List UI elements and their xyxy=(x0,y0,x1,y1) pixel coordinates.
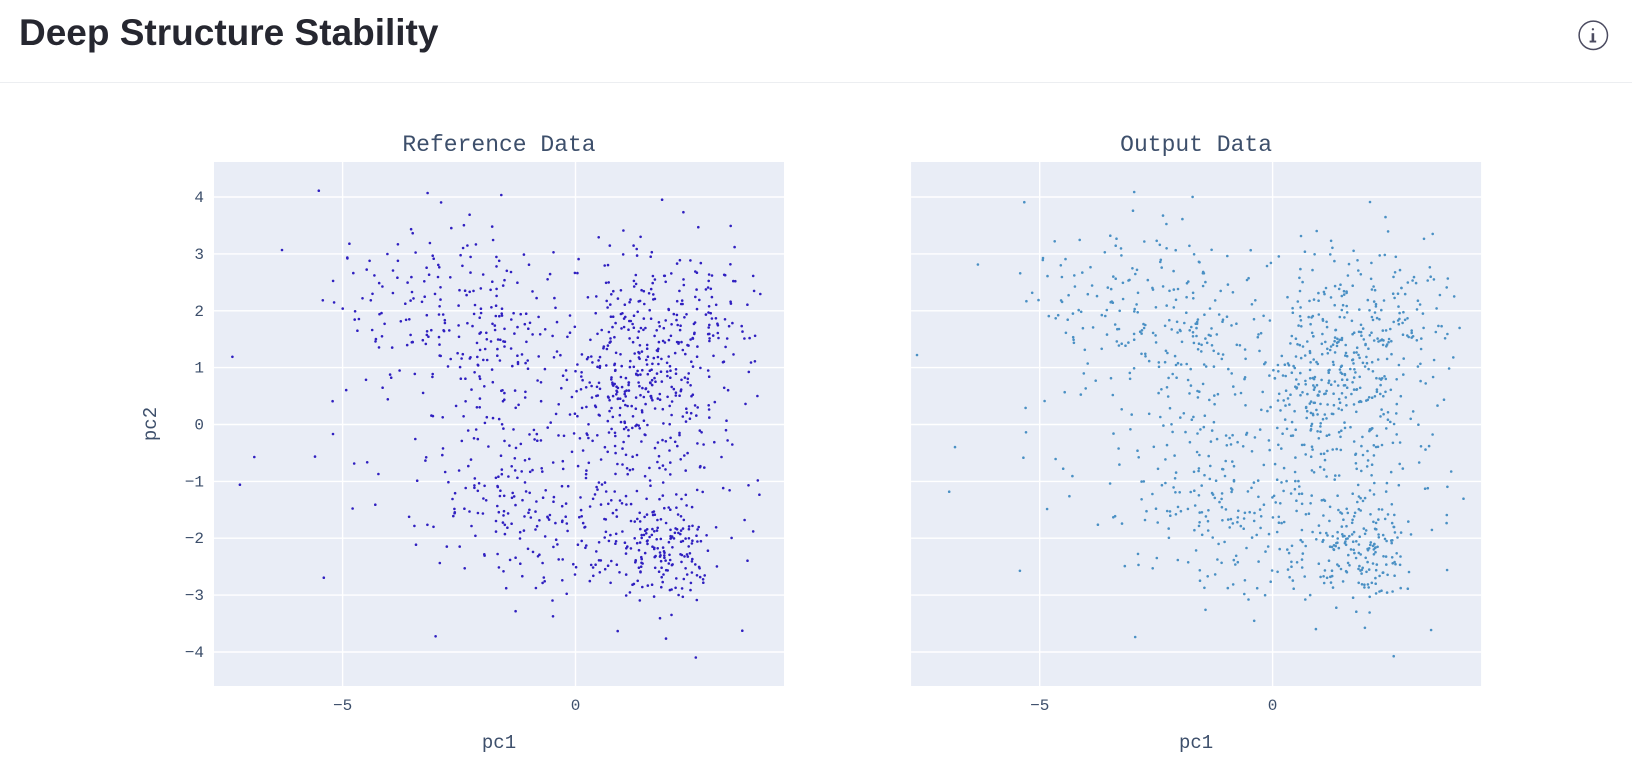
svg-text:−5: −5 xyxy=(1030,697,1049,715)
svg-text:Reference Data: Reference Data xyxy=(402,132,595,158)
svg-text:4: 4 xyxy=(194,189,204,207)
svg-text:3: 3 xyxy=(194,246,204,264)
svg-text:−4: −4 xyxy=(185,644,204,662)
svg-text:−3: −3 xyxy=(185,587,204,605)
svg-text:0: 0 xyxy=(1268,697,1278,715)
svg-text:pc2: pc2 xyxy=(140,407,162,441)
svg-text:pc1: pc1 xyxy=(482,732,516,754)
svg-text:1: 1 xyxy=(194,360,204,378)
svg-text:−5: −5 xyxy=(333,697,352,715)
svg-text:0: 0 xyxy=(571,697,581,715)
svg-text:2: 2 xyxy=(194,303,204,321)
svg-text:−1: −1 xyxy=(185,473,204,491)
svg-text:Output Data: Output Data xyxy=(1120,132,1272,158)
svg-text:0: 0 xyxy=(194,417,204,435)
svg-text:pc1: pc1 xyxy=(1179,732,1213,754)
svg-text:−2: −2 xyxy=(185,530,204,548)
